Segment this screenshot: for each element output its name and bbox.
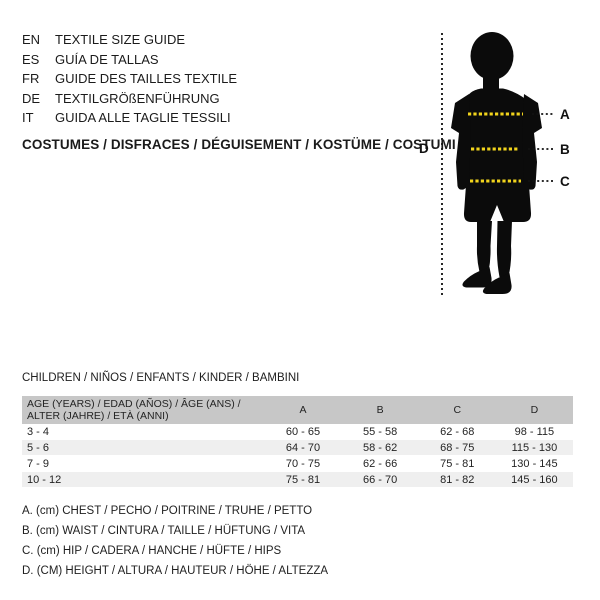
age-cell: 7 - 9 (27, 457, 50, 470)
column-header-a: A (264, 396, 342, 424)
category-title: COSTUMES / DISFRACES / DÉGUISEMENT / KOS… (22, 137, 456, 152)
hip-cell: 81 - 82 (440, 473, 475, 486)
language-label: TEXTILE SIZE GUIDE (55, 32, 186, 47)
column-header-d: D (495, 396, 573, 424)
child-silhouette (451, 32, 542, 294)
table-row: 10 - 12 75 - 81 66 - 70 81 - 82 145 - 16… (22, 471, 573, 488)
hip-cell: 68 - 75 (440, 441, 475, 454)
language-row: ES GUÍA DE TALLAS (22, 50, 237, 70)
height-cell: 98 - 115 (514, 425, 555, 438)
chest-cell: 75 - 81 (285, 473, 321, 486)
language-code: EN (22, 32, 41, 47)
language-code: IT (22, 110, 34, 125)
language-label: TEXTILGRÖßENFÜHRUNG (55, 90, 220, 106)
legend-item-waist: B. (cm) WAIST / CINTURA / TAILLE / HÜFTU… (22, 525, 306, 537)
waist-label: B (560, 142, 570, 157)
table-section-title: CHILDREN / NIÑOS / ENFANTS / KINDER / BA… (22, 372, 300, 384)
table-row: 3 - 4 60 - 65 55 - 58 62 - 68 98 - 115 (22, 424, 573, 440)
legend-item-height: D. (CM) HEIGHT / ALTURA / HAUTEUR / HÖHE… (22, 565, 329, 577)
chest-cell: 60 - 65 (285, 425, 321, 438)
measurement-legend: A. (cm) CHEST / PECHO / POITRINE / TRUHE… (22, 501, 328, 581)
table-header-row: AGE (YEARS) / EDAD (AÑOS) / ÂGE (ANS) / … (22, 396, 573, 424)
hip-label: C (560, 174, 570, 189)
age-header-line2: ALTER (JAHRE) / ETÀ (ANNI) (27, 410, 169, 422)
column-header-c: C (418, 396, 496, 424)
hip-cell: 75 - 81 (440, 457, 475, 470)
chest-label: A (560, 107, 570, 122)
height-cell: 145 - 160 (511, 473, 558, 486)
table-row: 7 - 9 70 - 75 62 - 66 75 - 81 130 - 145 (22, 456, 573, 472)
chest-cell: 70 - 75 (285, 457, 321, 470)
height-cell: 130 - 145 (511, 457, 558, 470)
size-table: AGE (YEARS) / EDAD (AÑOS) / ÂGE (ANS) / … (22, 396, 573, 488)
language-row: FR GUIDE DES TAILLES TEXTILE (22, 69, 237, 89)
waist-cell: 62 - 66 (363, 457, 398, 470)
age-cell: 5 - 6 (27, 441, 50, 454)
language-row: IT GUIDA ALLE TAGLIE TESSILI (22, 108, 237, 128)
height-label: D (419, 141, 429, 156)
waist-cell: 55 - 58 (363, 425, 398, 438)
age-cell: 3 - 4 (27, 425, 50, 438)
language-label: GUÍA DE TALLAS (55, 51, 159, 67)
age-cell: 10 - 12 (27, 473, 62, 486)
table-row: 5 - 6 64 - 70 58 - 62 68 - 75 115 - 130 (22, 439, 573, 456)
language-code: ES (22, 51, 40, 67)
language-code: DE (22, 90, 41, 106)
legend-item-chest: A. (cm) CHEST / PECHO / POITRINE / TRUHE… (22, 505, 313, 517)
language-code: FR (22, 71, 40, 86)
language-label: GUIDA ALLE TAGLIE TESSILI (55, 110, 231, 125)
language-row: DE TEXTILGRÖßENFÜHRUNG (22, 89, 237, 109)
legend-item-hip: C. (cm) HIP / CADERA / HANCHE / HÜFTE / … (22, 545, 282, 557)
height-cell: 115 - 130 (511, 441, 558, 454)
measurement-diagram: A B C D (419, 32, 570, 298)
waist-cell: 58 - 62 (363, 441, 398, 454)
age-header-line1: AGE (YEARS) / EDAD (AÑOS) / ÂGE (ANS) / (27, 398, 241, 410)
column-header-b: B (341, 396, 419, 424)
language-row: EN TEXTILE SIZE GUIDE (22, 30, 237, 50)
language-list: EN TEXTILE SIZE GUIDE ES GUÍA DE TALLAS … (22, 30, 237, 128)
chest-cell: 64 - 70 (285, 441, 321, 454)
hip-cell: 62 - 68 (440, 425, 475, 438)
language-label: GUIDE DES TAILLES TEXTILE (55, 71, 238, 86)
age-column-header: AGE (YEARS) / EDAD (AÑOS) / ÂGE (ANS) / … (22, 396, 265, 424)
waist-cell: 66 - 70 (363, 473, 398, 486)
